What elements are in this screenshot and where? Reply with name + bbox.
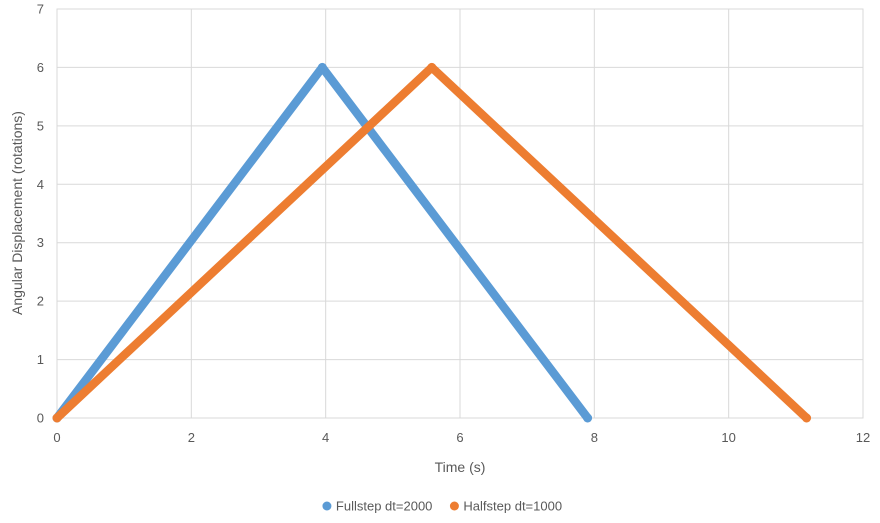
x-tick-label: 2 xyxy=(188,430,195,445)
data-point xyxy=(802,413,812,423)
legend-item-2: Halfstep dt=1000 xyxy=(449,499,562,514)
x-tick-label: 4 xyxy=(322,430,329,445)
legend-label: Fullstep dt=2000 xyxy=(336,499,432,514)
data-point xyxy=(427,62,437,72)
y-tick-label: 5 xyxy=(37,118,44,133)
x-tick-labels: 0 2 4 6 8 10 12 xyxy=(53,430,870,445)
x-tick-label: 6 xyxy=(456,430,463,445)
y-tick-label: 7 xyxy=(37,2,44,17)
data-point xyxy=(317,62,327,72)
y-tick-label: 0 xyxy=(37,411,44,426)
x-tick-label: 10 xyxy=(721,430,735,445)
y-tick-label: 3 xyxy=(37,235,44,250)
x-tick-label: 0 xyxy=(53,430,60,445)
legend-label: Halfstep dt=1000 xyxy=(463,499,562,514)
legend: Fullstep dt=2000 Halfstep dt=1000 xyxy=(322,499,562,514)
x-axis-title: Time (s) xyxy=(435,459,486,475)
data-point xyxy=(583,413,593,423)
x-tick-label: 12 xyxy=(856,430,870,445)
y-tick-label: 1 xyxy=(37,352,44,367)
x-tick-label: 8 xyxy=(591,430,598,445)
legend-marker xyxy=(449,501,459,511)
y-tick-labels: 0 1 2 3 4 5 6 7 xyxy=(37,2,44,426)
legend-marker xyxy=(322,501,332,511)
y-tick-label: 4 xyxy=(37,177,44,192)
series-lines xyxy=(52,62,812,423)
y-axis-title: Angular Displacement (rotations) xyxy=(9,111,25,315)
y-tick-label: 6 xyxy=(37,60,44,75)
data-point xyxy=(52,413,62,423)
y-tick-label: 2 xyxy=(37,294,44,309)
legend-item-1: Fullstep dt=2000 xyxy=(322,499,432,514)
